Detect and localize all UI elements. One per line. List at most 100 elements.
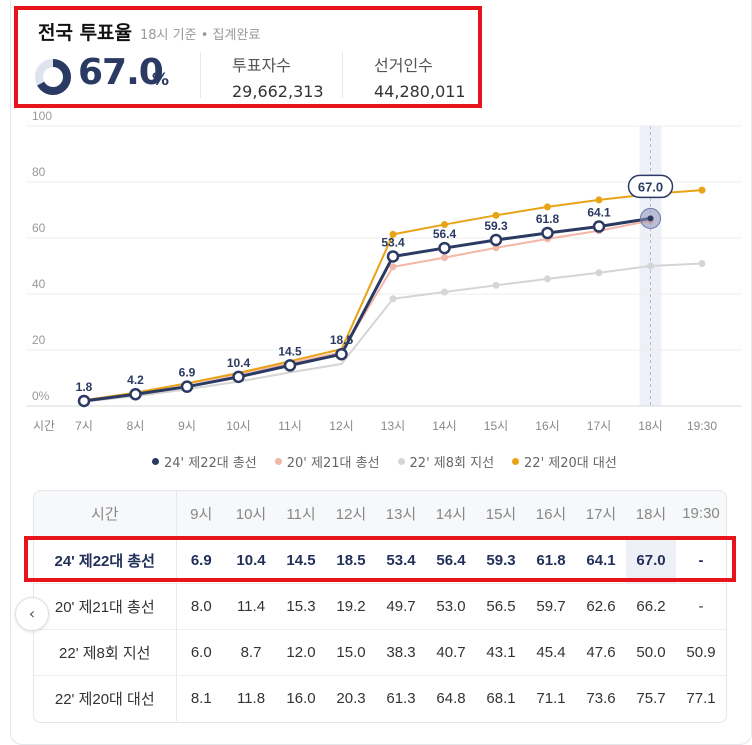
data-point [541, 226, 554, 240]
data-point [129, 387, 142, 401]
summary-subtitle: 18시 기준 • 집계완료 [140, 28, 261, 43]
data-point [441, 221, 448, 229]
data-point [441, 288, 448, 296]
x-axis-label: 시간 [33, 419, 55, 433]
x-tick-label: 14시 [432, 419, 456, 433]
table-cell: 45.4 [526, 629, 576, 676]
y-tick-label: 80 [32, 165, 46, 179]
table-row-label: 24' 제22대 총선 [34, 537, 177, 584]
x-tick-label: 10시 [226, 419, 250, 433]
table-cell: 50.0 [626, 629, 676, 676]
x-tick-label: 15시 [484, 419, 508, 433]
table-header-cell: 15시 [476, 491, 526, 538]
table-cell: 12.0 [276, 629, 326, 676]
turnout-summary: 전국 투표율 18시 기준 • 집계완료 67.0 % 투표자수 29,662,… [14, 6, 482, 108]
legend-dot-icon [512, 458, 520, 465]
summary-title-row: 전국 투표율 18시 기준 • 집계완료 [38, 18, 260, 45]
legend-item: 20' 제21대 총선 [274, 452, 380, 471]
table-header-cell: 19:30 [676, 491, 726, 538]
legend-dot-icon [152, 458, 159, 465]
table-cell: - [676, 537, 726, 584]
table-cell: 15.3 [276, 583, 326, 630]
legend-dot-icon [274, 458, 282, 465]
table-cell: 11.4 [226, 583, 276, 630]
table-cell: 59.3 [476, 537, 526, 584]
table-cell: 11.8 [236, 689, 266, 707]
table-row: 22' 제8회 지선 6.0 8.7 12.0 15.0 38.3 40.7 43.1 45.4… [34, 629, 726, 676]
data-point [492, 281, 500, 289]
turnout-donut-icon [35, 59, 71, 95]
series-line [83, 262, 703, 403]
x-tick-label: 9시 [178, 419, 196, 433]
x-tick-label: 18시 [638, 419, 662, 433]
table-header-cell: 10시 [226, 491, 276, 538]
table-cell: 77.1 [686, 689, 716, 707]
table-cell: 43.1 [476, 629, 526, 676]
table-cell: 49.7 [376, 583, 426, 630]
table-cell: 68.1 [486, 689, 516, 707]
table-header-cell: 13시 [376, 491, 426, 538]
data-point [389, 230, 397, 238]
table-cell: 53.0 [426, 583, 476, 630]
data-point [698, 259, 706, 267]
table-cell: 62.6 [576, 583, 626, 630]
data-label: 56.4 [433, 227, 457, 241]
table-cell: 73.6 [586, 689, 616, 707]
table-cell: 8.1 [190, 689, 212, 707]
voters-value: 29,662,313 [232, 82, 324, 101]
legend-label: 22' 제8회 지선 [409, 456, 495, 471]
data-point [441, 254, 448, 262]
table-cell: 10.4 [226, 537, 276, 584]
data-label: 59.3 [484, 219, 508, 233]
scroll-left-button[interactable]: ‹ [15, 597, 49, 631]
table-header-row: 시간 9시 10시 11시 12시 13시 14시 15시 16시 17시 18시 19:30 [34, 491, 726, 538]
data-label: 4.2 [127, 373, 144, 387]
table-cell: 8.7 [226, 629, 276, 676]
series-line [83, 216, 651, 403]
data-label: 14.5 [278, 344, 302, 358]
legend-item: 22' 제8회 지선 [397, 452, 495, 471]
y-tick-label: 0% [32, 389, 50, 403]
legend-label: 20' 제21대 총선 [286, 456, 380, 471]
table-cell: 16.0 [286, 689, 316, 707]
table-row: 24' 제22대 총선 6.9 10.4 14.5 18.5 53.4 56.4 59.3 61… [34, 537, 726, 584]
table-cell: 47.6 [576, 629, 626, 676]
data-point [647, 215, 654, 222]
table-cell: 56.5 [476, 583, 526, 630]
summary-title: 전국 투표율 [38, 22, 133, 44]
data-label: 53.4 [381, 235, 405, 249]
voters-stat: 투표자수 29,662,313 [232, 52, 324, 101]
data-point [489, 233, 503, 247]
table-cell: 15.0 [326, 629, 376, 676]
table-cell: 18.5 [326, 537, 376, 584]
table-cell: 56.4 [426, 537, 476, 584]
table-cell: 64.1 [576, 537, 626, 584]
x-tick-label: 13시 [381, 419, 405, 433]
data-point [592, 220, 606, 233]
table-header-cell: 11시 [276, 491, 326, 538]
x-tick-label: 12시 [329, 419, 353, 433]
x-tick-label: 11시 [278, 419, 302, 433]
table-cell: 20.3 [336, 689, 366, 707]
data-label: 18.5 [330, 333, 354, 347]
table-row: 22' 제20대 대선 8.1 11.8 16.0 20.3 61.3 64.8 68.1 71… [34, 675, 726, 721]
turnout-unit: % [152, 70, 170, 90]
data-label: 6.9 [179, 366, 196, 380]
table-cell: 59.7 [526, 583, 576, 630]
data-point [386, 250, 400, 263]
data-point [232, 370, 245, 384]
table-cell: 53.4 [376, 537, 426, 584]
turnout-line-chart: 0% 20 40 60 80 100 7시 8시 9시 10시 11시 12시 13시 14시 15시 16시… [26, 110, 742, 433]
data-point [544, 203, 551, 211]
table-cell: 50.9 [676, 629, 726, 676]
x-tick-label: 8시 [127, 419, 145, 433]
legend-item: 22' 제20대 대선 [512, 452, 617, 471]
turnout-table: 시간 9시 10시 11시 12시 13시 14시 15시 16시 17시 18시 19:30 24… [33, 490, 727, 723]
electorate-stat: 선거인수 44,280,011 [374, 52, 466, 101]
chevron-left-icon: ‹ [28, 604, 36, 623]
data-point [595, 269, 603, 277]
turnout-value: 67.0 [78, 52, 164, 93]
table-cell: - [676, 583, 726, 630]
x-tick-label: 19:30 [687, 419, 717, 433]
y-tick-label: 20 [32, 333, 46, 347]
